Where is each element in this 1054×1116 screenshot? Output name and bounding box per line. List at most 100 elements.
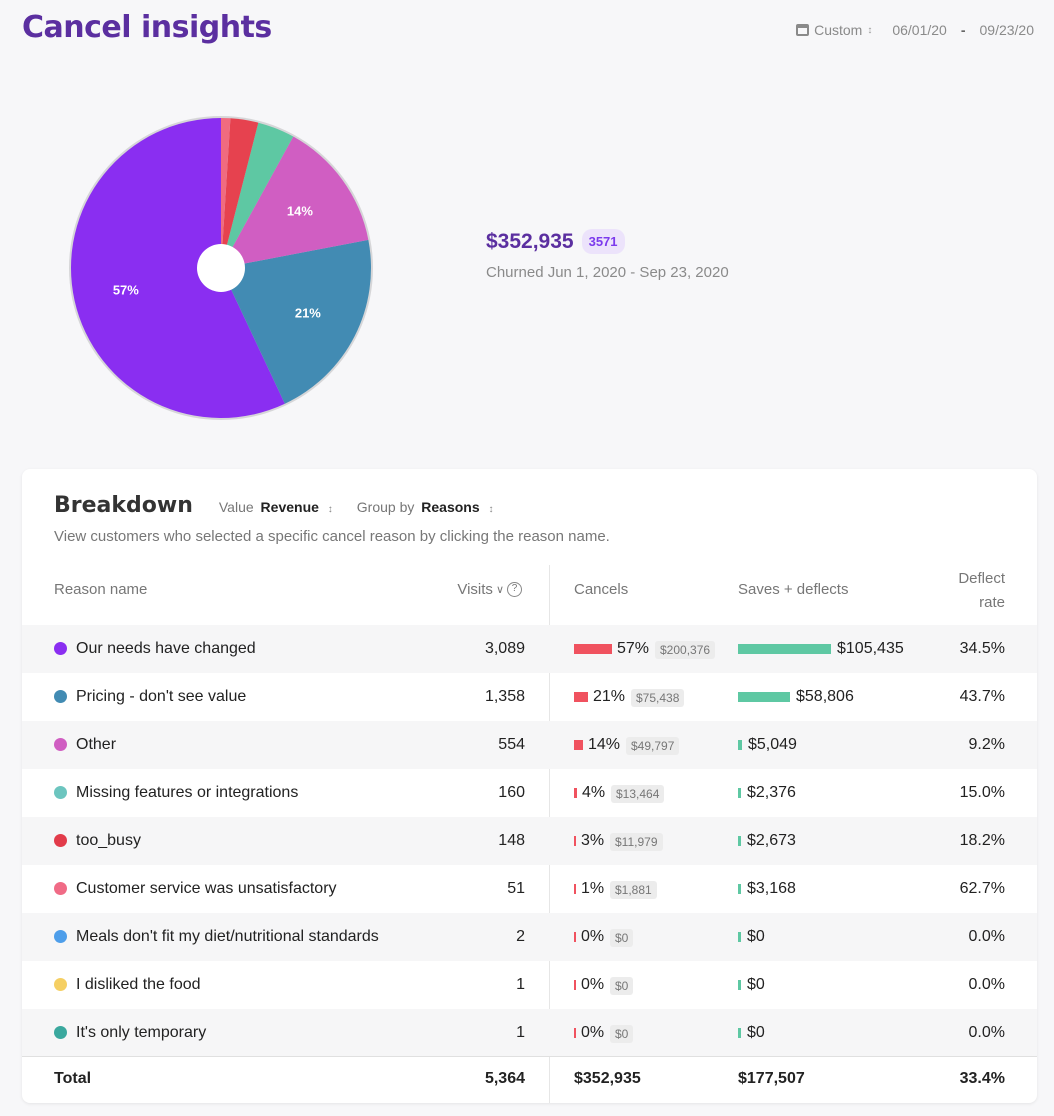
sort-chevron-icon: ∨ bbox=[495, 584, 504, 596]
visits-value: 1 bbox=[516, 1024, 525, 1041]
churned-count-badge: 3571 bbox=[581, 229, 625, 254]
reason-color-dot bbox=[54, 882, 67, 895]
reason-name-link[interactable]: It's only temporary bbox=[76, 1024, 207, 1041]
table-row: It's only temporary 1 0% $0 $0 0.0% bbox=[22, 1009, 1037, 1057]
pie-slice-label: 57% bbox=[113, 282, 139, 297]
churned-amount: $352,935 bbox=[486, 229, 574, 253]
saves-amount: $2,673 bbox=[747, 832, 796, 849]
reason-name-link[interactable]: too_busy bbox=[76, 832, 141, 849]
total-row: Total 5,364 $352,935 $177,507 33.4% bbox=[22, 1056, 1037, 1103]
saves-amount: $0 bbox=[747, 976, 765, 993]
reason-color-dot bbox=[54, 642, 67, 655]
help-icon[interactable]: ? bbox=[507, 582, 522, 597]
saves-amount: $58,806 bbox=[796, 688, 854, 705]
reason-color-dot bbox=[54, 834, 67, 847]
value-select-label: Value bbox=[218, 499, 254, 515]
column-header-visits[interactable]: Visits ∨ ? bbox=[402, 581, 522, 598]
visits-value: 2 bbox=[516, 928, 525, 945]
group-by-label: Group by bbox=[356, 499, 415, 515]
pie-slice[interactable] bbox=[221, 239, 371, 404]
cancel-bar bbox=[574, 932, 576, 942]
cancel-percent: 0% bbox=[581, 1024, 605, 1041]
column-header-deflect-rate: Deflect rate bbox=[902, 567, 1005, 615]
saves-bar bbox=[738, 932, 741, 942]
total-cancels: $352,935 bbox=[574, 1070, 641, 1087]
deflect-rate: 0.0% bbox=[968, 976, 1005, 993]
cancel-amount-badge: $49,797 bbox=[626, 737, 680, 755]
updown-chevron-icon: ↕ bbox=[327, 504, 333, 515]
cancel-bar bbox=[574, 836, 576, 846]
saves-amount: $105,435 bbox=[837, 640, 904, 657]
visits-value: 3,089 bbox=[484, 640, 525, 657]
visits-value: 1,358 bbox=[484, 688, 525, 705]
pie-slice[interactable] bbox=[221, 136, 369, 268]
reason-name-link[interactable]: Missing features or integrations bbox=[76, 784, 299, 801]
reason-color-dot bbox=[54, 978, 67, 991]
column-header-saves: Saves + deflects bbox=[738, 581, 849, 598]
reason-name-link[interactable]: Meals don't fit my diet/nutritional stan… bbox=[76, 928, 379, 945]
pie-chart-svg: 57% 21% 14% bbox=[69, 116, 373, 420]
saves-bar bbox=[738, 884, 741, 894]
value-select[interactable]: Value Revenue ↕ bbox=[219, 499, 333, 515]
deflect-rate: 0.0% bbox=[968, 928, 1005, 945]
cancel-bar bbox=[574, 740, 583, 750]
cancel-bar bbox=[574, 1028, 576, 1038]
cancel-bar bbox=[574, 644, 612, 654]
churned-caption: Churned Jun 1, 2020 - Sep 23, 2020 bbox=[486, 264, 729, 281]
date-range-select[interactable]: Custom ↕ bbox=[796, 22, 872, 38]
reason-name-link[interactable]: Customer service was unsatisfactory bbox=[76, 880, 337, 897]
reason-name-link[interactable]: Our needs have changed bbox=[76, 640, 256, 657]
cancel-bar bbox=[574, 884, 576, 894]
saves-bar bbox=[738, 836, 741, 846]
churn-summary: $352,935 3571 Churned Jun 1, 2020 - Sep … bbox=[486, 229, 729, 281]
pie-slice[interactable] bbox=[221, 118, 231, 268]
table-row: I disliked the food 1 0% $0 $0 0.0% bbox=[22, 961, 1037, 1009]
pie-slice[interactable] bbox=[70, 118, 285, 419]
visits-value: 148 bbox=[498, 832, 525, 849]
reason-name-link[interactable]: Other bbox=[76, 736, 117, 753]
saves-amount: $0 bbox=[747, 1024, 765, 1041]
cancel-percent: 3% bbox=[581, 832, 605, 849]
updown-chevron-icon: ↕ bbox=[867, 24, 873, 36]
cancel-amount-badge: $11,979 bbox=[610, 833, 663, 851]
date-separator: - bbox=[960, 22, 966, 38]
start-date-input[interactable]: 06/01/20 bbox=[892, 22, 947, 38]
date-range-controls: Custom ↕ 06/01/20 - 09/23/20 bbox=[796, 22, 1034, 38]
cancel-amount-badge: $0 bbox=[610, 977, 634, 995]
cancel-reasons-pie-chart: 57% 21% 14% bbox=[67, 114, 375, 422]
reason-name-link[interactable]: I disliked the food bbox=[76, 976, 201, 993]
reason-name-link[interactable]: Pricing - don't see value bbox=[76, 688, 247, 705]
saves-bar bbox=[738, 740, 742, 750]
pie-slice-label: 21% bbox=[295, 305, 321, 320]
cancel-amount-badge: $0 bbox=[610, 929, 634, 947]
deflect-rate: 15.0% bbox=[959, 784, 1005, 801]
total-visits: 5,364 bbox=[484, 1070, 525, 1087]
cancel-amount-badge: $1,881 bbox=[610, 881, 657, 899]
visits-value: 51 bbox=[507, 880, 525, 897]
deflect-rate: 34.5% bbox=[959, 640, 1005, 657]
table-row: Meals don't fit my diet/nutritional stan… bbox=[22, 913, 1037, 961]
saves-amount: $2,376 bbox=[747, 784, 796, 801]
cancel-bar bbox=[574, 788, 577, 798]
reason-color-dot bbox=[54, 738, 67, 751]
value-select-value: Revenue bbox=[260, 499, 319, 515]
cancel-percent: 0% bbox=[581, 928, 605, 945]
group-by-select[interactable]: Group by Reasons ↕ bbox=[357, 499, 494, 515]
page-title: Cancel insights bbox=[22, 10, 272, 45]
cancel-amount-badge: $75,438 bbox=[631, 689, 685, 707]
pie-slice[interactable] bbox=[221, 122, 294, 268]
pie-slice[interactable] bbox=[221, 118, 259, 268]
saves-bar bbox=[738, 980, 741, 990]
saves-bar bbox=[738, 692, 790, 702]
reason-color-dot bbox=[54, 930, 67, 943]
reason-color-dot bbox=[54, 1026, 67, 1039]
group-by-value: Reasons bbox=[421, 499, 480, 515]
end-date-input[interactable]: 09/23/20 bbox=[979, 22, 1035, 38]
total-label: Total bbox=[54, 1070, 92, 1087]
reason-color-dot bbox=[54, 690, 67, 703]
cancel-amount-badge: $200,376 bbox=[655, 641, 716, 659]
cancel-percent: 4% bbox=[582, 784, 606, 801]
cancel-percent: 57% bbox=[617, 640, 650, 657]
updown-chevron-icon: ↕ bbox=[488, 504, 494, 515]
total-deflect-rate: 33.4% bbox=[959, 1070, 1005, 1087]
